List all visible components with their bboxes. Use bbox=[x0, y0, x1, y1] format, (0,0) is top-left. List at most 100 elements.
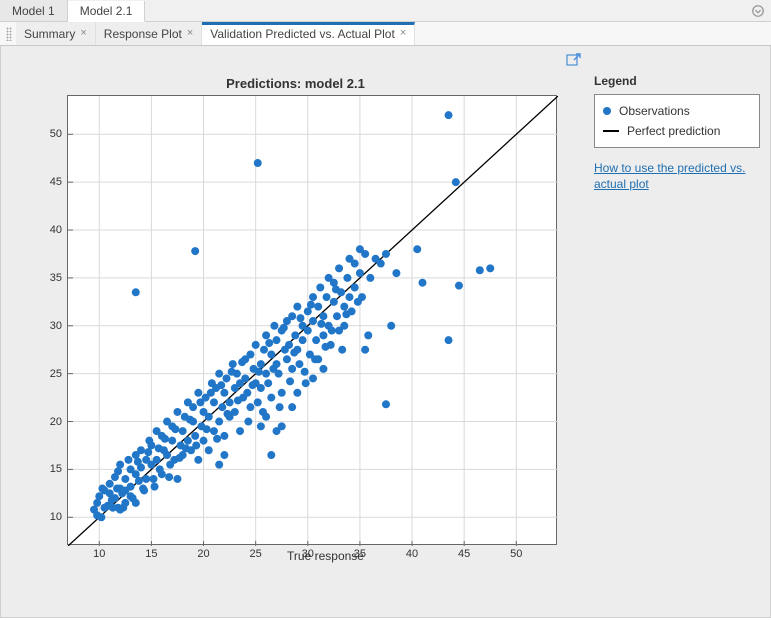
observation-point bbox=[273, 336, 281, 344]
observation-point bbox=[158, 470, 166, 478]
line-marker-icon bbox=[603, 130, 619, 132]
observation-point bbox=[222, 374, 230, 382]
observation-point bbox=[93, 511, 101, 519]
tabs-dropdown-icon[interactable] bbox=[751, 4, 765, 18]
observation-point bbox=[288, 403, 296, 411]
observation-point bbox=[184, 437, 192, 445]
observation-point bbox=[210, 398, 218, 406]
observation-point bbox=[106, 489, 114, 497]
y-tick-label: 30 bbox=[50, 320, 62, 332]
observation-point bbox=[186, 416, 194, 424]
model-tab[interactable]: Model 2.1 bbox=[68, 1, 146, 22]
observation-point bbox=[286, 377, 294, 385]
close-icon[interactable]: × bbox=[80, 28, 86, 39]
observation-point bbox=[254, 159, 262, 167]
y-tick-label: 25 bbox=[50, 368, 62, 380]
observation-point bbox=[124, 456, 132, 464]
observation-point bbox=[231, 408, 239, 416]
observation-point bbox=[278, 389, 286, 397]
close-icon[interactable]: × bbox=[400, 28, 406, 39]
help-link[interactable]: How to use the predicted vs. actual plot bbox=[594, 161, 745, 191]
view-tab[interactable]: Validation Predicted vs. Actual Plot× bbox=[202, 22, 415, 45]
observation-point bbox=[151, 483, 159, 491]
observation-point bbox=[257, 384, 265, 392]
observation-point bbox=[189, 403, 197, 411]
y-tick-label: 50 bbox=[50, 128, 62, 140]
observation-point bbox=[413, 245, 421, 253]
observation-point bbox=[314, 303, 322, 311]
x-tick-label: 35 bbox=[354, 548, 366, 560]
observation-point bbox=[265, 339, 273, 347]
grip-handle[interactable] bbox=[6, 27, 12, 41]
observation-point bbox=[364, 331, 372, 339]
observation-point bbox=[100, 504, 108, 512]
export-plot-icon[interactable] bbox=[566, 52, 582, 68]
close-icon[interactable]: × bbox=[187, 28, 193, 39]
observation-point bbox=[229, 360, 237, 368]
observation-point bbox=[309, 293, 317, 301]
observation-point bbox=[312, 336, 320, 344]
observation-point bbox=[114, 467, 122, 475]
observation-point bbox=[288, 312, 296, 320]
observation-point bbox=[267, 451, 275, 459]
observation-point bbox=[317, 320, 325, 328]
content-area: Predictions: model 2.1 Predicted respons… bbox=[0, 46, 771, 618]
observation-point bbox=[246, 403, 254, 411]
observation-point bbox=[205, 446, 213, 454]
view-tab[interactable]: Summary× bbox=[16, 22, 96, 45]
observation-point bbox=[179, 427, 187, 435]
observation-point bbox=[338, 346, 346, 354]
observation-point bbox=[196, 398, 204, 406]
observation-point bbox=[445, 336, 453, 344]
observation-point bbox=[163, 451, 171, 459]
observation-point bbox=[200, 437, 208, 445]
observation-point bbox=[262, 370, 270, 378]
observation-point bbox=[257, 422, 265, 430]
observation-point bbox=[260, 346, 268, 354]
legend-item: Observations bbox=[603, 101, 751, 121]
observation-point bbox=[106, 480, 114, 488]
observation-point bbox=[254, 398, 262, 406]
observation-point bbox=[333, 312, 341, 320]
x-tick-label: 40 bbox=[406, 548, 418, 560]
observation-point bbox=[340, 322, 348, 330]
observation-point bbox=[155, 444, 163, 452]
observation-point bbox=[486, 264, 494, 272]
observation-point bbox=[269, 365, 277, 373]
observation-point bbox=[382, 400, 390, 408]
observation-point bbox=[328, 327, 336, 335]
x-tick-label: 45 bbox=[458, 548, 470, 560]
legend-title: Legend bbox=[594, 74, 760, 88]
observation-point bbox=[132, 288, 140, 296]
observation-point bbox=[173, 408, 181, 416]
observation-point bbox=[255, 368, 263, 376]
observation-point bbox=[210, 427, 218, 435]
view-tabs: Summary×Response Plot×Validation Predict… bbox=[0, 22, 771, 46]
observation-point bbox=[135, 477, 143, 485]
observation-point bbox=[234, 396, 242, 404]
observation-point bbox=[262, 331, 270, 339]
model-tab[interactable]: Model 1 bbox=[0, 0, 68, 21]
observation-point bbox=[280, 324, 288, 332]
observation-point bbox=[330, 298, 338, 306]
observation-point bbox=[192, 441, 200, 449]
view-tab[interactable]: Response Plot× bbox=[96, 22, 202, 45]
observation-point bbox=[335, 264, 343, 272]
observation-point bbox=[288, 365, 296, 373]
observation-point bbox=[290, 349, 298, 357]
observation-point bbox=[340, 303, 348, 311]
observation-point bbox=[445, 111, 453, 119]
observation-point bbox=[293, 303, 301, 311]
legend-pane: Legend ObservationsPerfect prediction Ho… bbox=[590, 46, 770, 617]
x-tick-label: 20 bbox=[197, 548, 209, 560]
observation-point bbox=[299, 336, 307, 344]
observation-point bbox=[215, 461, 223, 469]
observation-point bbox=[132, 499, 140, 507]
observation-point bbox=[191, 432, 199, 440]
observation-point bbox=[142, 475, 150, 483]
observation-point bbox=[257, 360, 265, 368]
y-tick-label: 15 bbox=[50, 463, 62, 475]
observation-point bbox=[213, 435, 221, 443]
observation-point bbox=[98, 485, 106, 493]
observation-point bbox=[392, 269, 400, 277]
